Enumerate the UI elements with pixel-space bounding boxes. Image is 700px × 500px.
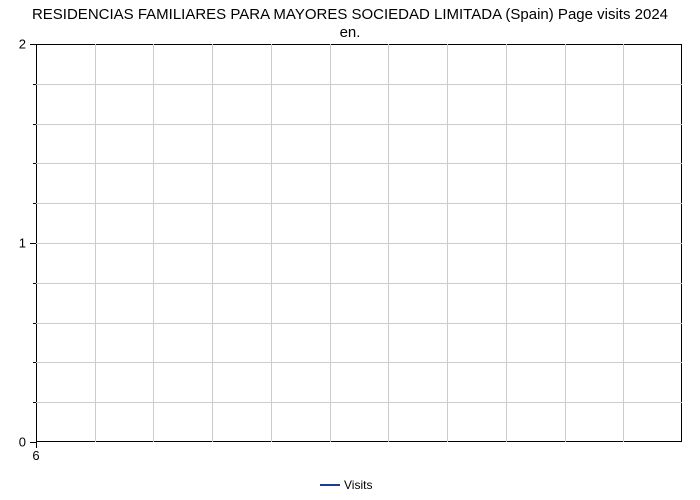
gridline-horizontal-minor	[36, 84, 682, 85]
y-minor-tick	[33, 323, 36, 324]
gridline-vertical	[565, 44, 566, 442]
gridline-vertical	[623, 44, 624, 442]
y-minor-tick	[33, 283, 36, 284]
gridline-vertical	[506, 44, 507, 442]
legend-line	[320, 484, 340, 486]
legend: Visits	[320, 478, 372, 492]
gridline-horizontal-minor	[36, 124, 682, 125]
y-minor-tick	[33, 124, 36, 125]
gridline-horizontal-minor	[36, 323, 682, 324]
y-tick-label: 2	[6, 37, 26, 52]
gridline-vertical	[153, 44, 154, 442]
y-major-tick	[30, 243, 36, 244]
y-tick-label: 0	[6, 435, 26, 450]
y-minor-tick	[33, 203, 36, 204]
gridline-horizontal-minor	[36, 362, 682, 363]
gridline-horizontal-minor	[36, 163, 682, 164]
gridline-vertical	[95, 44, 96, 442]
gridline-vertical	[330, 44, 331, 442]
y-major-tick	[30, 44, 36, 45]
y-minor-tick	[33, 163, 36, 164]
gridline-vertical	[212, 44, 213, 442]
legend-label: Visits	[344, 478, 372, 492]
title-line-1: RESIDENCIAS FAMILIARES PARA MAYORES SOCI…	[32, 6, 668, 41]
gridline-horizontal-minor	[36, 402, 682, 403]
gridline-vertical	[447, 44, 448, 442]
y-minor-tick	[33, 362, 36, 363]
x-tick-label: 6	[26, 448, 46, 463]
y-tick-label: 1	[6, 236, 26, 251]
gridline-horizontal-minor	[36, 283, 682, 284]
y-minor-tick	[33, 84, 36, 85]
gridline-vertical	[271, 44, 272, 442]
chart-container: RESIDENCIAS FAMILIARES PARA MAYORES SOCI…	[0, 0, 700, 500]
gridline-vertical	[388, 44, 389, 442]
gridline-horizontal-minor	[36, 203, 682, 204]
gridline-horizontal	[36, 243, 682, 244]
y-minor-tick	[33, 402, 36, 403]
